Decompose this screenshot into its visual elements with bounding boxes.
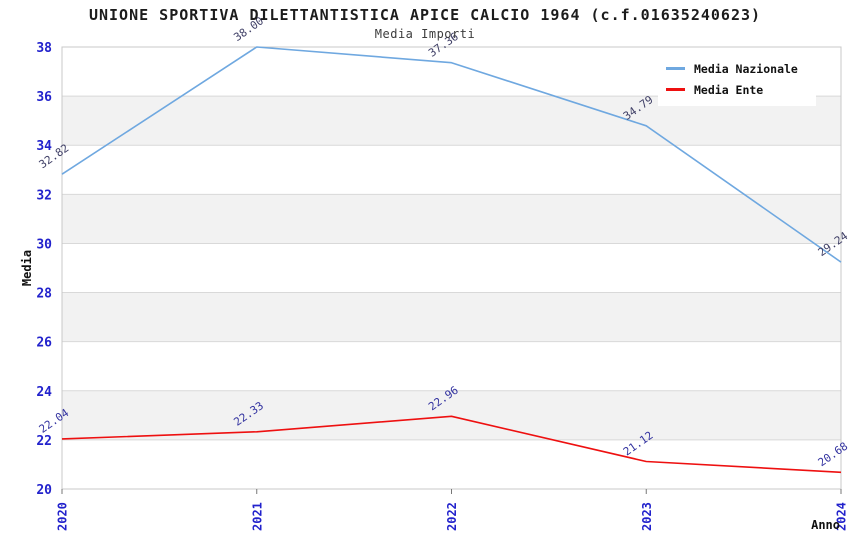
media-nazionale-line-swatch <box>666 67 685 70</box>
series-line-media-nazionale <box>61 46 842 263</box>
y-tick-label: 28 <box>36 287 52 302</box>
x-tick-label: 2023 <box>640 502 654 531</box>
media-ente-line-swatch <box>666 88 685 91</box>
x-tick-label: 2022 <box>445 502 459 531</box>
legend-item-media-nazionale: Media Nazionale <box>666 58 808 79</box>
chart-subtitle: Media Importi <box>374 27 476 41</box>
legend-label-media-ente: Media Ente <box>694 82 764 97</box>
y-tick-label: 30 <box>36 237 52 252</box>
chart-title: UNIONE SPORTIVA DILETTANTISTICA APICE CA… <box>88 6 762 24</box>
band <box>62 292 841 342</box>
legend-label-media-nazionale: Media Nazionale <box>694 61 798 76</box>
y-tick-label: 24 <box>36 385 52 400</box>
y-tick-label: 34 <box>36 139 52 154</box>
legend-item-media-ente: Media Ente <box>666 79 808 100</box>
y-tick-label: 26 <box>36 336 52 351</box>
y-tick-label: 22 <box>36 434 52 449</box>
legend: Media Nazionale Media Ente <box>658 52 816 106</box>
x-tick-label: 2021 <box>250 502 264 531</box>
point-label: 20.68 <box>816 440 850 470</box>
y-tick-label: 36 <box>36 90 52 105</box>
band <box>62 390 841 440</box>
series-line-media-ente <box>61 415 842 474</box>
band <box>62 194 841 244</box>
y-tick-label: 32 <box>36 188 52 203</box>
y-tick-label: 38 <box>36 41 52 56</box>
x-axis-title: Anno <box>811 518 840 532</box>
y-tick-label: 20 <box>36 483 52 498</box>
x-tick-label: 2024 <box>835 502 849 531</box>
x-tick-label: 2020 <box>56 502 70 531</box>
y-axis-title: Media <box>20 250 34 286</box>
